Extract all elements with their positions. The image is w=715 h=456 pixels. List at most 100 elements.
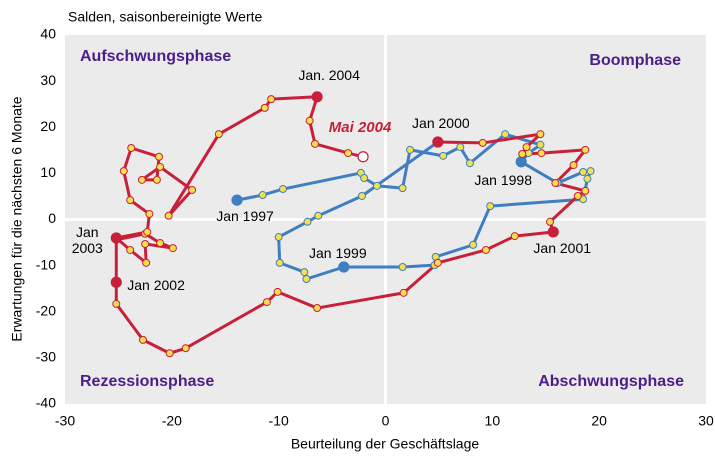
point xyxy=(137,175,146,184)
x-tick-label: 20 xyxy=(591,413,607,429)
point xyxy=(357,191,366,200)
key-point xyxy=(110,276,122,288)
quadrant-label: Boomphase xyxy=(589,52,681,69)
point xyxy=(398,184,407,193)
point xyxy=(127,144,136,153)
point xyxy=(155,152,164,161)
point xyxy=(536,140,545,149)
point xyxy=(258,191,267,200)
point xyxy=(188,185,197,194)
point xyxy=(310,139,319,148)
y-tick-label: -20 xyxy=(36,302,56,318)
y-tick-label: 10 xyxy=(40,164,56,180)
key-point xyxy=(231,194,243,206)
point xyxy=(275,258,284,267)
y-tick-label: -30 xyxy=(36,349,56,365)
point xyxy=(360,173,369,182)
x-axis-title: Beurteilung der Geschäftslage xyxy=(291,436,480,452)
point xyxy=(581,186,590,195)
point xyxy=(313,304,322,313)
point xyxy=(406,145,415,154)
quadrant-label: Rezessionsphase xyxy=(80,373,214,390)
key-point xyxy=(338,261,350,273)
point xyxy=(119,167,128,176)
point xyxy=(579,167,588,176)
point xyxy=(145,209,154,218)
x-tick-label: 0 xyxy=(382,413,390,429)
point xyxy=(152,175,161,184)
point xyxy=(546,217,555,226)
point-label: Jan 2002 xyxy=(127,277,185,294)
point xyxy=(141,239,150,248)
point xyxy=(536,130,545,139)
point xyxy=(138,335,147,344)
point-label: Jan 1998 xyxy=(474,171,532,188)
point xyxy=(181,344,190,353)
point-label: Jan 2000 xyxy=(412,115,470,131)
point xyxy=(168,244,177,253)
point xyxy=(344,149,353,158)
point xyxy=(569,161,578,170)
key-point xyxy=(547,226,559,238)
point-label: Jan 2001 xyxy=(533,239,592,256)
point xyxy=(510,232,519,241)
x-tick-label: 30 xyxy=(698,413,714,429)
point xyxy=(486,202,495,211)
point xyxy=(439,151,448,160)
point xyxy=(274,233,283,242)
point xyxy=(305,116,314,125)
point xyxy=(478,138,487,147)
point-label: Mai 2004 xyxy=(328,118,392,136)
key-point xyxy=(110,232,122,244)
point xyxy=(156,162,165,171)
point xyxy=(314,211,323,220)
key-point xyxy=(515,156,527,168)
point-label: Jan. 2004 xyxy=(298,66,360,83)
point xyxy=(112,299,121,308)
point xyxy=(302,275,311,284)
point xyxy=(537,149,546,158)
point-label: Jan 1997 xyxy=(216,208,274,225)
point xyxy=(164,211,173,220)
quadrant-label: Aufschwungsphase xyxy=(80,48,231,65)
key-point xyxy=(311,91,323,103)
point-label: Jan 1999 xyxy=(309,245,367,261)
point xyxy=(522,143,531,152)
point xyxy=(586,167,595,176)
point xyxy=(551,179,560,188)
point xyxy=(267,95,276,104)
point xyxy=(300,268,309,277)
point xyxy=(433,258,442,267)
point-label: Jan 2003 xyxy=(71,223,103,256)
x-tick-label: -10 xyxy=(269,413,289,429)
point xyxy=(399,288,408,297)
key-point xyxy=(357,151,369,163)
point xyxy=(156,239,165,248)
y-tick-label: 40 xyxy=(40,26,56,42)
point xyxy=(581,145,590,154)
x-tick-label: 10 xyxy=(485,413,501,429)
x-tick-label: -20 xyxy=(162,413,182,429)
key-point xyxy=(432,136,444,148)
y-tick-label: 0 xyxy=(48,210,56,226)
x-tick-label: -30 xyxy=(55,413,75,429)
point xyxy=(398,263,407,272)
point xyxy=(583,174,592,183)
point xyxy=(278,185,287,194)
subtitle: Salden, saisonbereinigte Werte xyxy=(68,9,263,25)
y-tick-label: 20 xyxy=(40,118,56,134)
point xyxy=(372,181,381,190)
point xyxy=(142,258,151,267)
point xyxy=(469,240,478,249)
point xyxy=(214,130,223,139)
quadrant-label: Abschwungsphase xyxy=(538,373,684,390)
series-line xyxy=(114,95,587,355)
point xyxy=(262,298,271,307)
point xyxy=(573,191,582,200)
y-axis-title: Erwartungen für die nächsten 6 Monate xyxy=(9,96,25,341)
point xyxy=(465,159,474,168)
point xyxy=(260,103,269,112)
point xyxy=(481,245,490,254)
